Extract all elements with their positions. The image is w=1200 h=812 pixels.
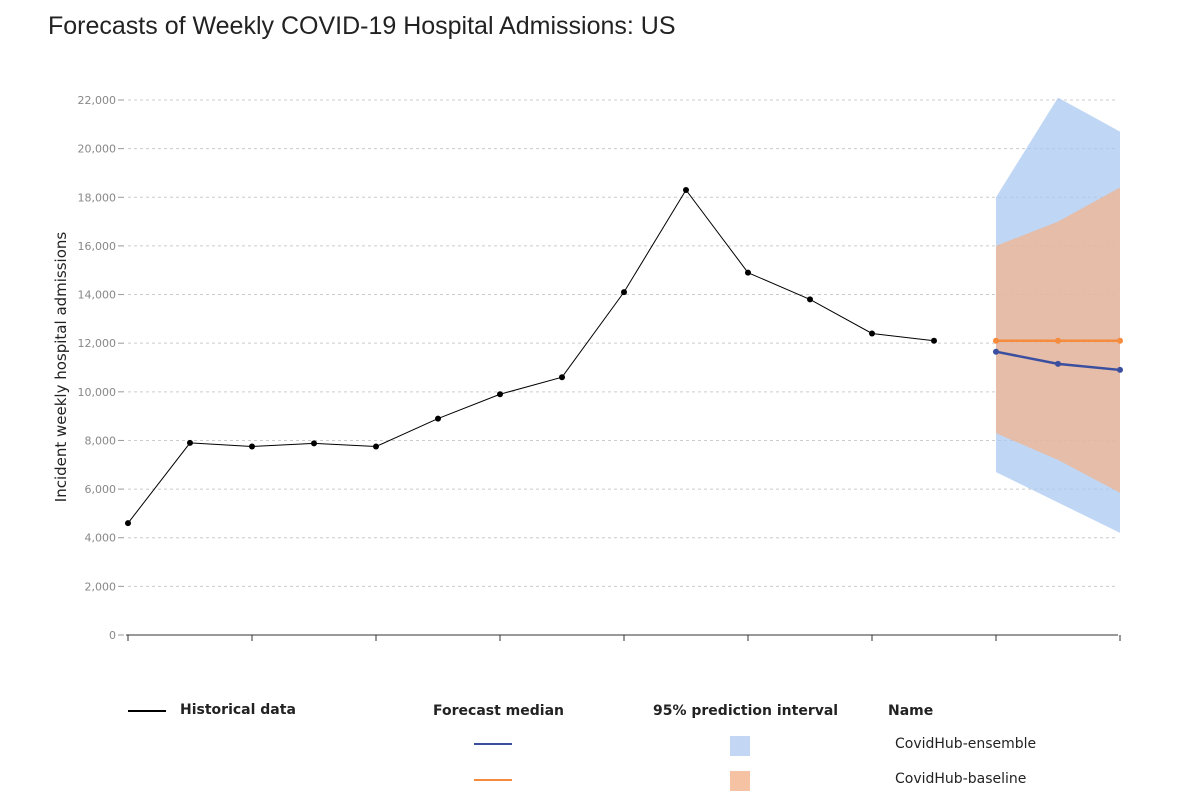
y-tick-label: 10,000	[78, 386, 117, 399]
historical-point	[559, 374, 565, 381]
historical-point	[249, 443, 255, 450]
legend-ensemble-median-swatch	[474, 743, 512, 745]
historical-point	[311, 440, 317, 447]
y-tick-label: 20,000	[78, 143, 117, 156]
historical-line	[127, 189, 935, 524]
legend-ensemble-interval-swatch	[730, 736, 750, 756]
legend-historical[interactable]: Historical data	[180, 702, 296, 718]
median-point	[993, 337, 999, 344]
legend-ensemble[interactable]: CovidHub-ensemble	[895, 736, 1037, 752]
median-point	[993, 348, 999, 355]
y-tick-label: 0	[109, 629, 116, 642]
historical-point	[435, 415, 441, 422]
y-tick-label: 8,000	[85, 434, 117, 447]
median-point	[1055, 360, 1061, 367]
historical-point	[621, 289, 627, 296]
historical-point	[931, 337, 937, 344]
historical-point	[373, 443, 379, 450]
chart-title: Forecasts of Weekly COVID-19 Hospital Ad…	[48, 12, 676, 40]
y-tick-label: 12,000	[78, 337, 117, 350]
historical-point	[807, 296, 813, 303]
historical-point	[745, 269, 751, 276]
legend-interval-header: 95% prediction interval	[653, 703, 839, 719]
y-tick-label: 16,000	[78, 240, 117, 253]
historical-point	[683, 186, 689, 193]
legend-baseline[interactable]: CovidHub-baseline	[895, 771, 1027, 787]
y-tick-label: 6,000	[85, 483, 117, 496]
legend-baseline-interval-swatch	[730, 771, 750, 791]
historical-point	[187, 439, 193, 446]
y-tick-label: 22,000	[78, 94, 117, 107]
y-tick-label: 18,000	[78, 191, 117, 204]
chart: 0 2,000 4,000 6,000 8,000 10,000 12,000 14,000 1…	[52, 94, 1123, 642]
historical-point	[869, 330, 875, 337]
median-point	[1117, 366, 1123, 373]
historical-point	[125, 520, 131, 527]
legend-median-header: Forecast median	[433, 703, 564, 719]
y-tick-label: 4,000	[85, 532, 117, 545]
y-axis-label: Incident weekly hospital admissions	[52, 232, 70, 503]
legend-baseline-median-swatch	[474, 779, 512, 781]
legend-name-header: Name	[888, 703, 934, 719]
median-point	[1117, 337, 1123, 344]
historical-point	[497, 391, 503, 398]
legend-historical-swatch	[128, 710, 166, 712]
y-tick-label: 14,000	[78, 289, 117, 302]
y-tick-label: 2,000	[85, 580, 117, 593]
median-point	[1055, 337, 1061, 344]
